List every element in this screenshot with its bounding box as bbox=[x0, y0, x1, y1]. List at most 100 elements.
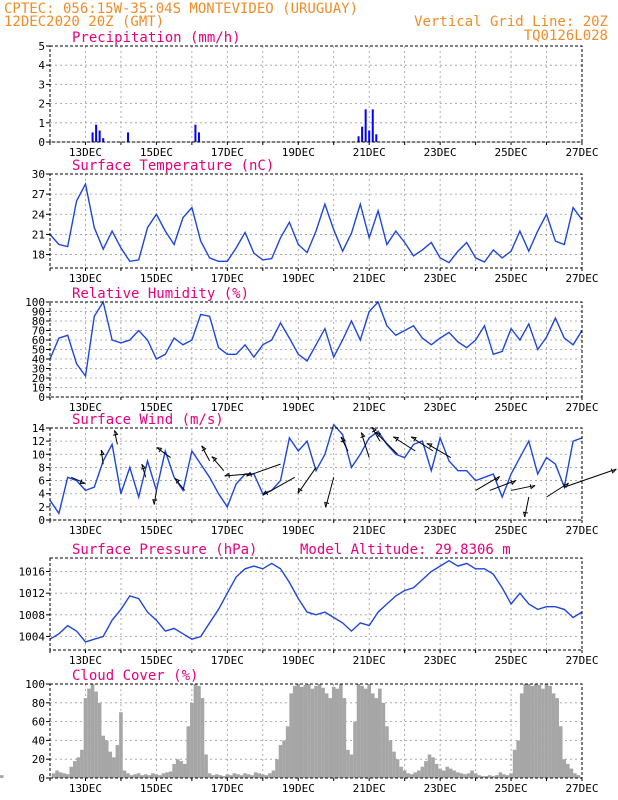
cloud-cover-date-label: 19DEC bbox=[282, 782, 315, 795]
humidity-ytick-label: 50 bbox=[32, 344, 45, 357]
cloud-cover-bar bbox=[193, 684, 198, 778]
cloud-cover-bar bbox=[161, 773, 166, 778]
precipitation-title: Precipitation (mm/h) bbox=[72, 30, 241, 46]
precipitation-bar bbox=[364, 109, 367, 142]
temperature-date-label: 25DEC bbox=[495, 272, 528, 285]
wind-date-label: 15DEC bbox=[140, 524, 173, 537]
wind-arrow-head bbox=[297, 487, 303, 494]
wind-ytick-label: 14 bbox=[32, 422, 46, 435]
wind-arrow-shaft bbox=[174, 478, 186, 491]
precipitation-bar bbox=[368, 130, 371, 142]
wind-arrow-head bbox=[246, 471, 252, 477]
precipitation-ytick-label: 4 bbox=[38, 59, 45, 72]
wind-arrow-head bbox=[610, 468, 617, 474]
cloud-cover-bar bbox=[186, 726, 191, 778]
pressure-line bbox=[49, 559, 583, 643]
cloud-cover-bar bbox=[285, 726, 290, 778]
cloud-cover-bar bbox=[307, 684, 311, 778]
header-model-id: TQ0126L028 bbox=[524, 28, 608, 44]
cloud-cover-bar bbox=[402, 770, 407, 778]
pressure-ytick-label: 1004 bbox=[19, 630, 46, 643]
cloud-cover-bar bbox=[292, 685, 297, 778]
cloud-cover-bar bbox=[356, 684, 361, 778]
pressure-date-label: 21DEC bbox=[353, 654, 386, 667]
cloud-cover-bar bbox=[385, 726, 389, 778]
humidity-date-label: 21DEC bbox=[353, 401, 386, 414]
humidity-ytick-label: 30 bbox=[32, 363, 45, 376]
wind-arrow-head bbox=[393, 436, 400, 442]
temperature-ytick-label: 24 bbox=[32, 208, 46, 221]
cloud-cover-bar bbox=[200, 698, 205, 778]
cloud-cover-bar bbox=[505, 775, 510, 778]
cloud-cover-bar bbox=[129, 775, 134, 778]
cloud-cover-bar bbox=[218, 775, 223, 778]
precipitation-panel: Precipitation (mm/h) 0 1 2 3 4 5 13DEC 15DEC 17DE… bbox=[38, 30, 598, 159]
wind-arrow-shaft bbox=[524, 496, 530, 518]
cloud-cover-bar bbox=[466, 773, 471, 778]
cloud-cover-bar bbox=[0, 775, 4, 778]
pressure-ytick-label: 1012 bbox=[19, 587, 46, 600]
cloud-cover-bar bbox=[527, 684, 531, 778]
humidity-ytick-label: 10 bbox=[32, 382, 45, 395]
wind-arrow-head bbox=[510, 479, 517, 486]
cloud-cover-bar bbox=[523, 684, 528, 778]
humidity-panel: Relative Humidity (%) 0102030405060708090… bbox=[25, 286, 598, 414]
wind-arrow-head bbox=[224, 472, 230, 478]
wind-ytick-label: 4 bbox=[38, 488, 45, 501]
precipitation-date-label: 23DEC bbox=[424, 146, 457, 159]
humidity-line bbox=[49, 300, 583, 378]
cloud-cover-bar bbox=[225, 774, 230, 778]
cloud-cover-bar bbox=[73, 761, 77, 778]
wind-arrow-head bbox=[99, 449, 105, 456]
cloud-cover-ytick-label: 40 bbox=[32, 734, 45, 747]
cloud-cover-bar bbox=[165, 772, 169, 778]
wind-ytick-label: 12 bbox=[32, 435, 45, 448]
cloud-cover-bar bbox=[576, 775, 581, 778]
cloud-cover-bar bbox=[80, 749, 84, 778]
wind-arrow-head bbox=[375, 431, 382, 438]
cloud-cover-bar bbox=[473, 773, 478, 778]
cloud-cover-bar bbox=[289, 693, 293, 778]
wind-frame bbox=[49, 427, 583, 521]
precipitation-bar bbox=[95, 124, 98, 142]
cloud-cover-bar bbox=[147, 775, 152, 778]
cloud-cover-bar bbox=[395, 759, 400, 778]
precipitation-frame bbox=[49, 45, 583, 143]
cloud-cover-bar bbox=[370, 693, 375, 778]
precipitation-bar bbox=[361, 126, 364, 142]
cloud-cover-bar bbox=[346, 749, 350, 778]
wind-date-label: 19DEC bbox=[282, 524, 315, 537]
cloud-cover-bar bbox=[399, 766, 403, 778]
precipitation-ytick-label: 5 bbox=[38, 40, 45, 53]
cloud-cover-bar bbox=[438, 768, 442, 778]
cloud-cover-date-label: 17DEC bbox=[211, 782, 244, 795]
wind-arrow-head bbox=[152, 499, 158, 505]
cloud-cover-bar bbox=[232, 773, 237, 778]
cloud-cover-bar bbox=[108, 751, 113, 778]
precipitation-ytick-label: 1 bbox=[38, 117, 45, 130]
wind-arrow-head bbox=[410, 436, 417, 442]
wind-ytick-label: 2 bbox=[38, 501, 45, 514]
cloud-cover-bar bbox=[119, 712, 123, 778]
wind-ytick-label: 10 bbox=[32, 448, 45, 461]
precipitation-bar bbox=[127, 132, 130, 142]
precipitation-ytick-label: 3 bbox=[38, 78, 45, 91]
cloud-cover-ytick-label: 60 bbox=[32, 716, 45, 729]
cloud-cover-bar bbox=[374, 698, 379, 778]
humidity-date-label: 23DEC bbox=[424, 401, 457, 414]
cloud-cover-bar bbox=[55, 770, 59, 778]
cloud-cover-bar bbox=[190, 702, 194, 778]
cloud-cover-bar bbox=[197, 685, 201, 778]
cloud-cover-bar bbox=[104, 740, 109, 778]
wind-arrow-head bbox=[201, 445, 207, 452]
wind-arrow-head bbox=[529, 484, 536, 490]
cloud-cover-bar bbox=[246, 774, 251, 778]
cloud-cover-bar bbox=[424, 761, 428, 778]
wind-arrow-head bbox=[494, 476, 501, 482]
cloud-cover-bar bbox=[221, 776, 226, 778]
cloud-cover-bar bbox=[353, 721, 357, 778]
pressure-date-label: 19DEC bbox=[282, 654, 315, 667]
humidity-date-label: 13DEC bbox=[69, 401, 102, 414]
cloud-cover-bar bbox=[136, 773, 141, 778]
